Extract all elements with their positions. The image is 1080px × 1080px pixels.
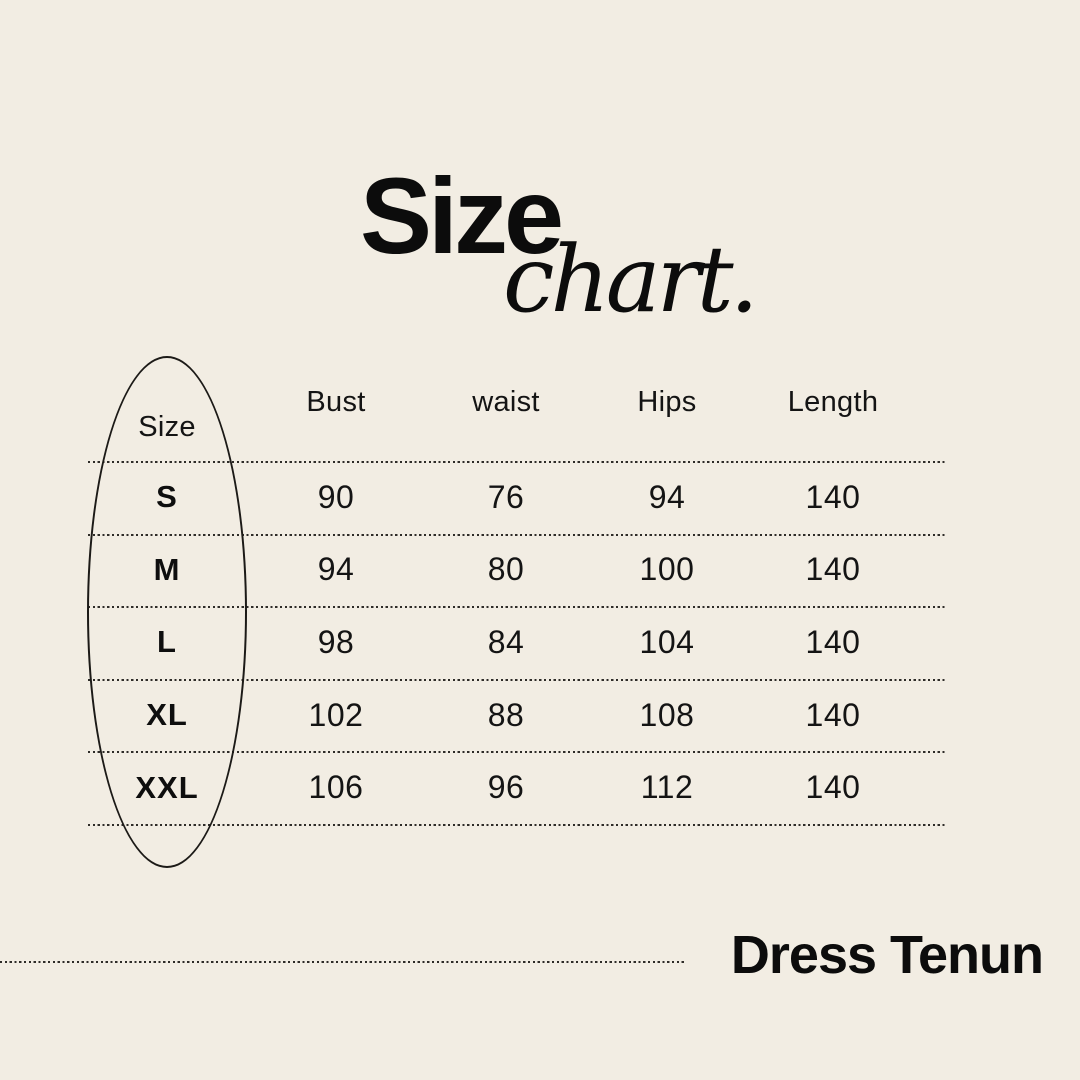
size-label: M	[153, 551, 181, 587]
waist-value: 88	[487, 696, 525, 733]
bust-value: 102	[308, 696, 364, 733]
table-row-xxl: XXL 106 96 112 140	[88, 751, 945, 824]
row-divider	[88, 533, 945, 536]
length-value: 140	[805, 623, 861, 660]
length-value: 140	[805, 478, 861, 515]
column-header-size: Size	[138, 411, 196, 443]
hips-value: 100	[639, 551, 695, 588]
length-value: 140	[805, 696, 861, 733]
hips-value: 104	[639, 623, 695, 660]
hips-value: 108	[639, 696, 695, 733]
row-divider	[88, 751, 945, 754]
hips-value: 112	[640, 769, 694, 806]
bust-value: 94	[317, 551, 355, 588]
length-value: 140	[805, 769, 861, 806]
waist-value: 80	[487, 551, 525, 588]
size-label: XXL	[135, 769, 199, 805]
size-label: S	[156, 479, 178, 515]
table-row-s: S 90 76 94 140	[88, 461, 945, 534]
size-label: L	[157, 624, 177, 660]
table-row-xl: XL 102 88 108 140	[88, 679, 945, 752]
waist-value: 76	[487, 478, 525, 515]
column-header-waist: waist	[472, 386, 540, 418]
column-header-bust: Bust	[306, 386, 366, 418]
size-label: XL	[146, 697, 188, 733]
bust-value: 106	[308, 769, 364, 806]
column-header-hips: Hips	[637, 386, 697, 418]
page-title: Size	[360, 155, 564, 276]
waist-value: 84	[487, 623, 525, 660]
hips-value: 94	[648, 478, 686, 515]
table-row-l: L 98 84 104 140	[88, 606, 945, 679]
bust-value: 98	[317, 623, 355, 660]
row-divider	[88, 824, 945, 826]
size-table: Size Bust waist Hips Length S 90 76 94 1…	[88, 366, 945, 831]
product-name: Dress Tenun	[730, 925, 1044, 985]
row-divider	[88, 606, 945, 609]
page-title-script: chart.	[503, 226, 759, 333]
row-divider	[88, 678, 945, 681]
waist-value: 96	[487, 769, 525, 806]
bust-value: 90	[317, 478, 355, 515]
length-value: 140	[805, 551, 861, 588]
table-row-m: M 94 80 100 140	[88, 534, 945, 607]
column-header-length: Length	[787, 386, 879, 418]
row-divider	[88, 461, 945, 463]
footer-divider-line	[0, 961, 686, 963]
